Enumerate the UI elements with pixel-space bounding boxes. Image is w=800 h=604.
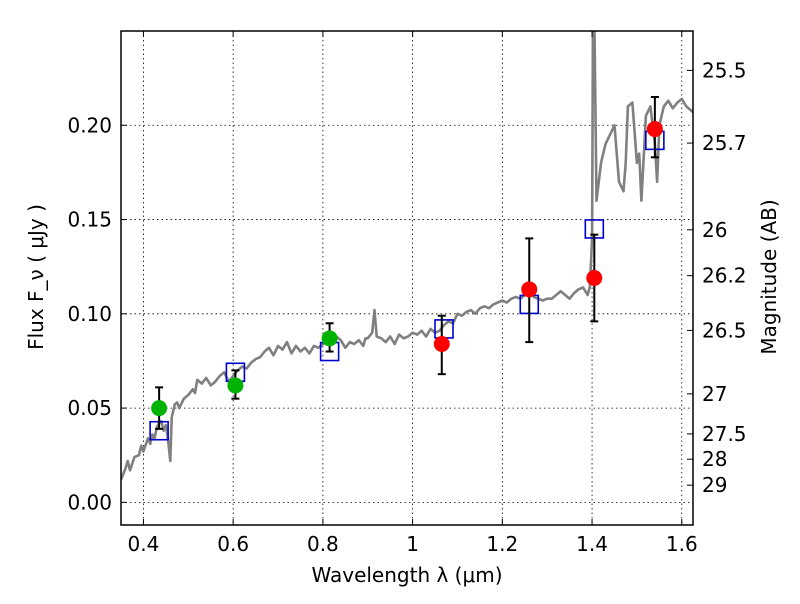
mag-tick-label: 27 [702,382,727,406]
x-tick-label: 0.4 [128,532,160,556]
x-tick-label: 0.8 [307,532,339,556]
y-tick-label: 0.00 [67,490,112,514]
y-axis-label: Flux F_ν ( μJy ) [24,204,48,350]
mag-tick-label: 28 [702,447,727,471]
observed-flux-point [521,281,538,298]
observed-flux-point [646,121,663,138]
mag-tick-label: 26.2 [702,264,747,288]
data-layer [121,31,693,481]
y-tick-label: 0.20 [67,113,112,137]
plot-frame [120,30,694,526]
model-spectrum-line [121,31,693,481]
y-tick-label: 0.05 [67,396,112,420]
observed-flux-point [586,270,603,286]
observed-flux-point [227,377,244,394]
observed-flux-point [433,335,450,352]
x-axis-label: Wavelength λ (μm) [311,563,502,587]
mag-tick-label: 29 [702,473,727,497]
y-tick-label: 0.15 [67,208,112,232]
x-tick-label: 1 [406,532,419,556]
observed-flux-point [321,330,338,347]
x-tick-label: 1.6 [666,532,698,556]
mag-tick-label: 25.7 [702,131,747,155]
tick-layer: 0.4 0.6 0.8 1 1.2 1.4 1.6 0.00 0.05 0.10 0.15 0.20 2… [67,31,747,556]
y-tick-label: 0.10 [67,302,112,326]
y2-axis-label: Magnitude (AB) [757,199,781,354]
grid-lines [121,31,693,525]
mag-tick-label: 26 [702,218,727,242]
mag-tick-label: 27.5 [702,422,747,446]
observed-flux-point [151,400,168,417]
x-tick-label: 0.6 [217,532,249,556]
x-tick-label: 1.2 [486,532,518,556]
x-tick-label: 1.4 [576,532,608,556]
mag-tick-label: 25.5 [702,58,747,82]
mag-tick-label: 26.5 [702,318,747,342]
